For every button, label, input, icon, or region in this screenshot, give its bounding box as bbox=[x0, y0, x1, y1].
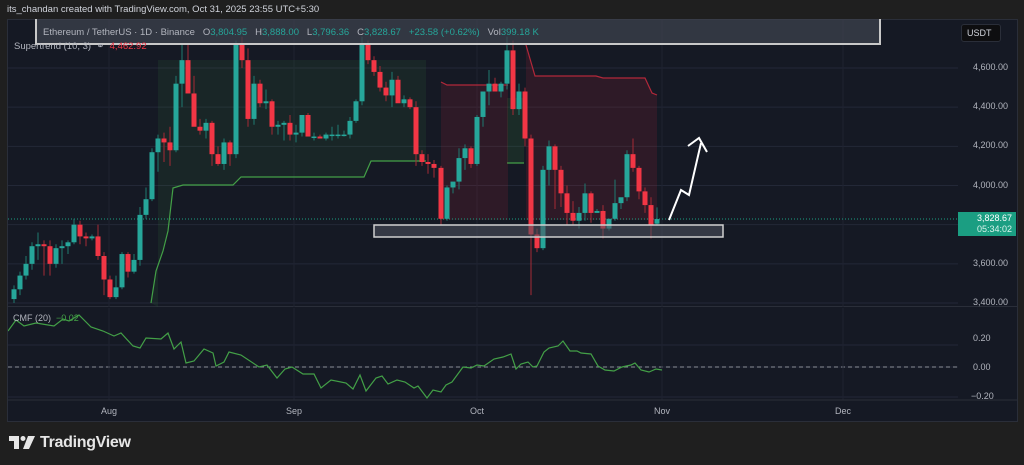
low-value: 3,796.36 bbox=[312, 27, 350, 38]
cmf-tick: 0.00 bbox=[973, 362, 991, 372]
legend-overlay: Ethereum / TetherUS · 1D · Binance O3,80… bbox=[35, 19, 881, 45]
symbol-legend: Ethereum / TetherUS · 1D · Binance O3,80… bbox=[43, 27, 539, 38]
cmf-value: −0.02 bbox=[56, 313, 79, 323]
cmf-tick: 0.20 bbox=[973, 333, 991, 343]
chart-frame: Ethereum / TetherUS · 1D · Binance O3,80… bbox=[7, 19, 1018, 422]
price-tick: 4,200.00 bbox=[973, 140, 1009, 150]
current-price: 3,828.67 bbox=[976, 213, 1012, 223]
close-value: 3,828.67 bbox=[363, 27, 401, 38]
eye-icon[interactable]: ⚭ bbox=[93, 41, 107, 52]
price-tick: 3,400.00 bbox=[973, 297, 1009, 307]
low-label: L bbox=[306, 27, 313, 38]
time-tick-dec: Dec bbox=[834, 406, 852, 416]
high-label: H bbox=[255, 27, 262, 38]
supertrend-label: Supertrend (10, 3) bbox=[14, 41, 92, 52]
time-tick-sep: Sep bbox=[285, 406, 303, 416]
symbol-name: Ethereum / TetherUS · 1D · Binance bbox=[43, 27, 195, 38]
tradingview-logo-icon bbox=[9, 436, 35, 449]
supertrend-value: 4,462.92 bbox=[109, 41, 147, 52]
currency-button[interactable]: USDT bbox=[961, 24, 1001, 42]
cmf-legend: CMF (20) −0.02 bbox=[13, 313, 79, 323]
open-value: 3,804.95 bbox=[210, 27, 248, 38]
candlestick-chart[interactable] bbox=[8, 20, 1018, 307]
bar-countdown: 05:34:02 bbox=[976, 224, 1012, 234]
price-pane[interactable]: Ethereum / TetherUS · 1D · Binance O3,80… bbox=[8, 19, 1018, 307]
current-price-tag: 3,828.67 05:34:02 bbox=[958, 212, 1016, 236]
tradingview-logo[interactable]: TradingView bbox=[9, 434, 131, 452]
time-tick-oct: Oct bbox=[469, 406, 485, 416]
high-value: 3,888.00 bbox=[262, 27, 299, 38]
indicator-legend[interactable]: Supertrend (10, 3) ⚭ 4,462.92 bbox=[14, 41, 147, 52]
volume-value: 399.18 K bbox=[500, 27, 539, 38]
brand-name: TradingView bbox=[40, 434, 131, 451]
cmf-label: CMF (20) bbox=[13, 313, 51, 323]
cmf-tick: −0.20 bbox=[971, 391, 994, 401]
volume-label: Vol bbox=[487, 27, 501, 38]
chart-credit: its_chandan created with TradingView.com… bbox=[7, 4, 320, 15]
open-label: O bbox=[202, 27, 211, 38]
change-value: +23.58 (+0.62%) bbox=[408, 27, 480, 38]
price-tick: 4,400.00 bbox=[973, 101, 1009, 111]
price-tick: 4,000.00 bbox=[973, 180, 1009, 190]
close-label: C bbox=[357, 27, 364, 38]
time-tick-nov: Nov bbox=[653, 406, 671, 416]
price-tick: 3,600.00 bbox=[973, 258, 1009, 268]
price-tick: 4,600.00 bbox=[973, 62, 1009, 72]
time-tick-aug: Aug bbox=[100, 406, 118, 416]
